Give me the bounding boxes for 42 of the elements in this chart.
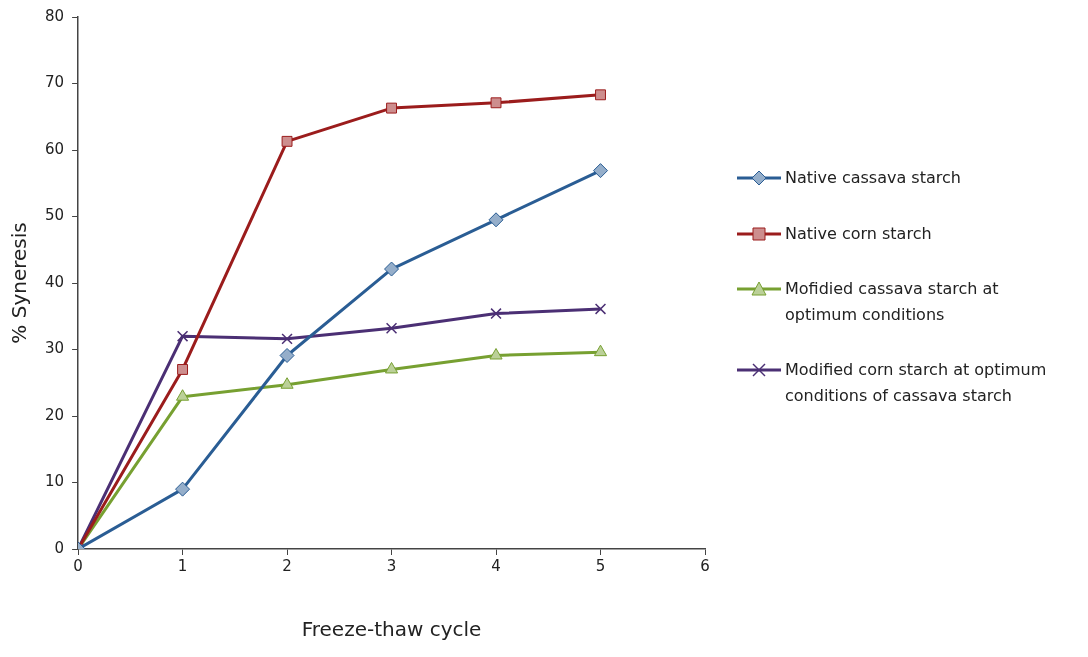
point <box>488 212 504 228</box>
x-tick-label: 5 <box>595 556 606 575</box>
x-tick-label: 6 <box>700 556 710 575</box>
y-tick-label: 60 <box>44 139 65 158</box>
x-tick-label: 4 <box>491 556 501 575</box>
legend-label: Modified corn starch at optimum conditions of cassava starch <box>785 359 1048 407</box>
legend-label: Mofidied cassava starch at optimum conditions <box>785 278 1000 326</box>
point <box>594 303 607 315</box>
point <box>386 102 397 114</box>
point <box>281 333 293 345</box>
point <box>280 377 294 389</box>
point <box>384 261 400 277</box>
y-tick-label: 70 <box>44 73 65 92</box>
y-tick-label: 30 <box>44 339 65 358</box>
point <box>593 163 609 179</box>
point <box>490 307 502 320</box>
y-tick-label: 20 <box>44 405 65 424</box>
point <box>595 89 606 101</box>
point <box>177 364 189 375</box>
point <box>593 344 608 357</box>
y-tick-label: 0 <box>54 538 65 557</box>
point <box>385 322 398 334</box>
y-tick-label: 50 <box>44 206 65 225</box>
x-tick-label: 2 <box>282 556 292 575</box>
x-axis-title: Freeze-thaw cycle <box>301 617 482 642</box>
y-axis-title: % Syneresis <box>7 222 32 344</box>
point <box>176 389 190 401</box>
point <box>279 347 295 363</box>
point <box>176 330 189 342</box>
x-tick-label: 1 <box>177 556 188 575</box>
legend-label: Native cassava starch <box>785 167 961 189</box>
legend-label: Native corn starch <box>785 222 932 245</box>
x-tick-label: 0 <box>73 556 83 575</box>
y-tick-label: 10 <box>44 472 65 491</box>
x-tick-label: 3 <box>386 556 397 575</box>
point <box>281 135 293 147</box>
point <box>175 481 191 497</box>
point <box>384 361 399 374</box>
point <box>489 347 503 360</box>
point <box>490 97 502 109</box>
y-tick-label: 80 <box>44 6 65 25</box>
y-tick-label: 40 <box>44 272 65 291</box>
